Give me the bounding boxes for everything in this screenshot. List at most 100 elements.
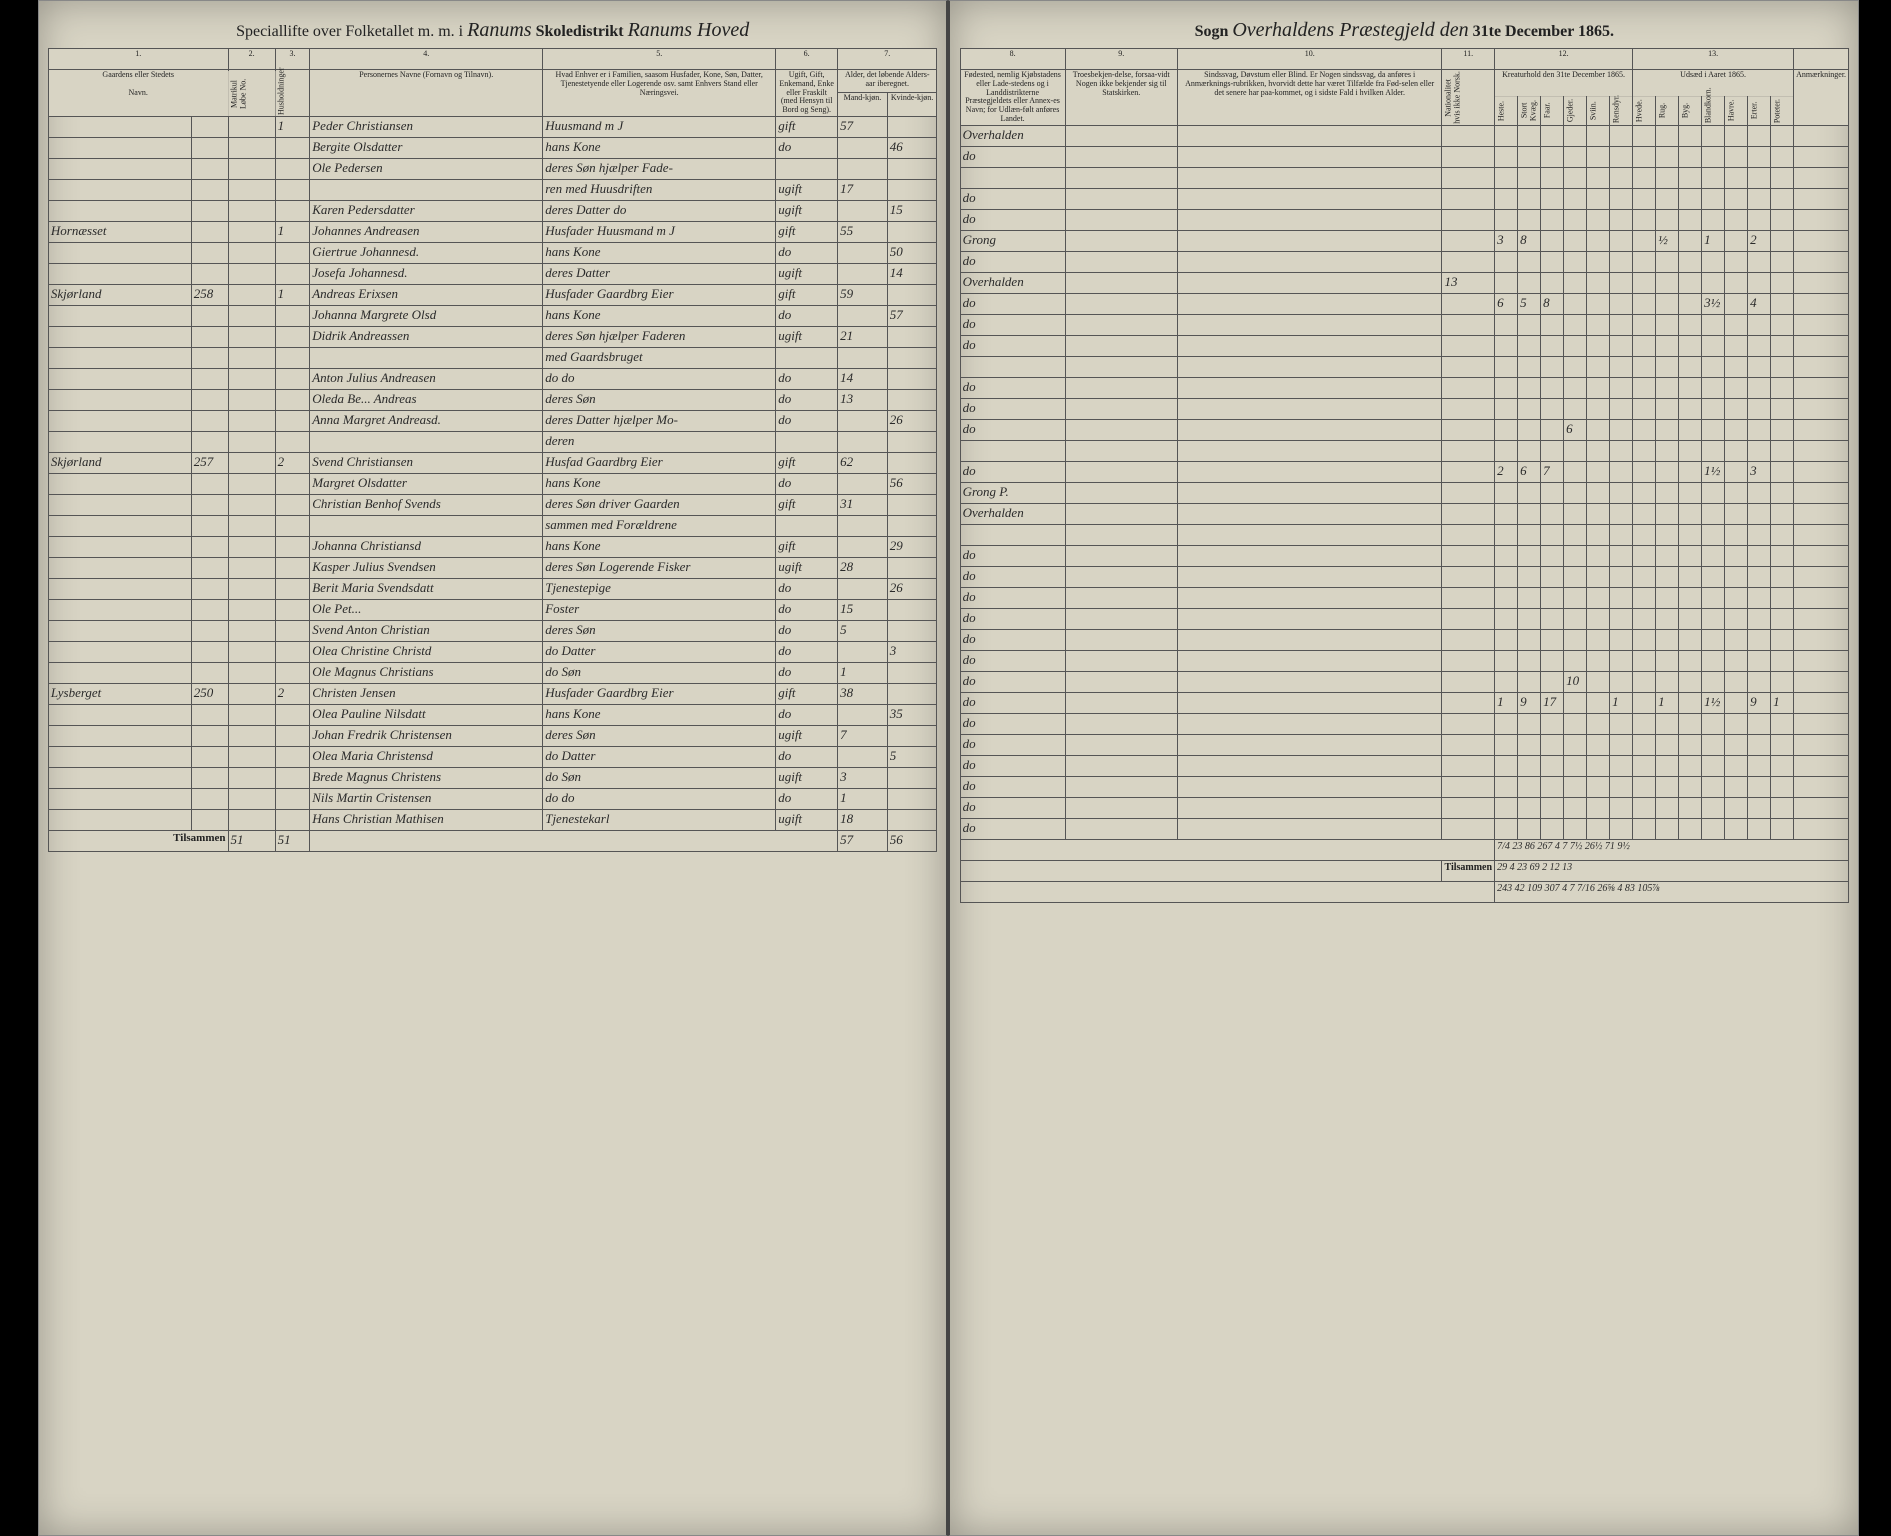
table-row: Giertrue Johannesd.hans Konedo50: [48, 242, 937, 263]
tro-header: Troesbekjen-delse, forsaa-vidt Nogen ikk…: [1065, 70, 1177, 126]
num-cell: [1541, 650, 1564, 671]
num-cell: [1771, 587, 1794, 608]
num-cell: [1748, 566, 1771, 587]
num-cell: [1495, 755, 1518, 776]
name-cell: Christian Benhof Svends: [310, 494, 543, 515]
nr-cell: [191, 431, 228, 452]
num-cell: [1679, 146, 1702, 167]
table-row: do: [960, 818, 1849, 839]
sind-cell: [1177, 629, 1442, 650]
num-cell: [1587, 167, 1610, 188]
num-cell: [1702, 734, 1725, 755]
num-cell: [1495, 377, 1518, 398]
alder-header: Alder, det løbende Alders-aar iberegnet.: [838, 70, 937, 93]
rel-cell: deres Søn: [543, 620, 776, 641]
blank-cell: [228, 683, 275, 704]
num-cell: [1771, 440, 1794, 461]
num-cell: [1702, 503, 1725, 524]
num-cell: [1748, 503, 1771, 524]
k-cell: [887, 284, 937, 305]
rel-cell: Husfader Gaardbrg Eier: [543, 284, 776, 305]
num-cell: [1587, 818, 1610, 839]
name-cell: Andreas Erixsen: [310, 284, 543, 305]
num-cell: [1495, 209, 1518, 230]
num-cell: [1725, 671, 1748, 692]
hus-cell: 1: [275, 116, 310, 137]
sind-cell: [1177, 608, 1442, 629]
num-cell: [1656, 776, 1679, 797]
blank-cell: [228, 473, 275, 494]
num-cell: [1564, 251, 1587, 272]
k-cell: [887, 809, 937, 830]
num-cell: [1564, 566, 1587, 587]
m-cell: 14: [838, 368, 888, 389]
m-cell: 1: [838, 788, 888, 809]
blank-cell: [228, 662, 275, 683]
anm-cell: [1794, 461, 1849, 482]
anm-cell: [1794, 230, 1849, 251]
num-cell: [1541, 671, 1564, 692]
k-cell: [887, 116, 937, 137]
num-cell: [1564, 125, 1587, 146]
num-cell: [1725, 419, 1748, 440]
num-cell: 1: [1702, 230, 1725, 251]
tro-cell: [1065, 650, 1177, 671]
num-cell: [1679, 251, 1702, 272]
name-cell: Anna Margret Andreasd.: [310, 410, 543, 431]
num-cell: [1656, 209, 1679, 230]
num-cell: [1702, 629, 1725, 650]
hus-cell: [275, 368, 310, 389]
anm-cell: [1794, 419, 1849, 440]
num-cell: [1495, 482, 1518, 503]
num-cell: [1541, 356, 1564, 377]
matr-header: Matrikul Løbe No.: [228, 70, 275, 117]
name-cell: Ole Magnus Christians: [310, 662, 543, 683]
num-cell: [1587, 692, 1610, 713]
k-cell: 57: [887, 305, 937, 326]
sind-cell: [1177, 587, 1442, 608]
m-cell: [838, 515, 888, 536]
num-cell: [1587, 335, 1610, 356]
num-cell: [1771, 503, 1794, 524]
num-cell: [1610, 335, 1633, 356]
nat-cell: [1442, 293, 1495, 314]
num-cell: [1610, 209, 1633, 230]
num-cell: [1725, 209, 1748, 230]
k-cell: 14: [887, 263, 937, 284]
num-cell: [1679, 377, 1702, 398]
table-row: Didrik Andreassenderes Søn hjælper Fader…: [48, 326, 937, 347]
sted-cell: [48, 158, 191, 179]
table-row: Johan Fredrik Christensenderes Sønugift7: [48, 725, 937, 746]
num-cell: [1564, 440, 1587, 461]
num-cell: [1771, 566, 1794, 587]
num-cell: [1725, 335, 1748, 356]
col-6: 6.: [776, 49, 838, 70]
sind-cell: [1177, 692, 1442, 713]
civ-cell: gift: [776, 494, 838, 515]
num-cell: [1702, 167, 1725, 188]
num-cell: [1587, 482, 1610, 503]
table-row: Nils Martin Cristensendo dodo1: [48, 788, 937, 809]
num-cell: [1587, 608, 1610, 629]
name-cell: Ole Pet...: [310, 599, 543, 620]
nat-cell: [1442, 251, 1495, 272]
table-row: Lysberget2502Christen JensenHusfader Gaa…: [48, 683, 937, 704]
num-cell: [1748, 713, 1771, 734]
num-cell: [1587, 209, 1610, 230]
blank-cell: [228, 515, 275, 536]
table-row: Ole Magnus Christiansdo Søndo1: [48, 662, 937, 683]
sted-cell: [48, 137, 191, 158]
blank-cell: [228, 326, 275, 347]
num-cell: [1748, 797, 1771, 818]
k-cell: [887, 221, 937, 242]
num-cell: [1679, 188, 1702, 209]
foot-v4: 56: [887, 830, 937, 851]
table-row: [960, 524, 1849, 545]
sind-cell: [1177, 293, 1442, 314]
place-cell: do: [960, 146, 1065, 167]
num-cell: [1610, 713, 1633, 734]
table-row: Brede Magnus Christensdo Sønugift3: [48, 767, 937, 788]
rf3: 243 42 109 307 4 7 7/16 26⅝ 4 83 105⅞: [1495, 881, 1849, 902]
name-cell: Josefa Johannesd.: [310, 263, 543, 284]
num-cell: [1633, 440, 1656, 461]
